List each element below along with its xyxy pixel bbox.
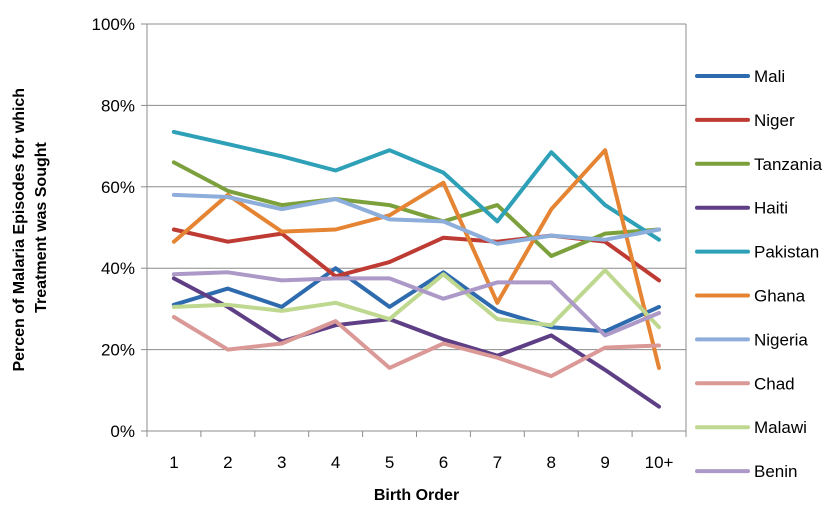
x-tick-label: 4 — [331, 453, 340, 472]
x-tick-label: 6 — [439, 453, 448, 472]
x-tick-label: 10+ — [645, 453, 674, 472]
x-tick-label: 3 — [277, 453, 286, 472]
legend-label-niger: Niger — [754, 111, 795, 130]
x-tick-label: 2 — [223, 453, 232, 472]
y-axis-title-line-2: Treatment was Sought — [33, 141, 50, 312]
y-axis-title-line-1: Percen of Malaria Episodes for which — [11, 88, 28, 372]
series-line-mali — [171, 266, 661, 334]
series-line-pakistan — [171, 129, 661, 242]
x-tick-label: 1 — [169, 453, 178, 472]
series-line-benin — [171, 270, 661, 338]
y-tick-label: 80% — [101, 96, 135, 115]
y-tick-label: 60% — [101, 178, 135, 197]
legend-label-ghana: Ghana — [754, 287, 806, 306]
axes — [141, 23, 687, 437]
legend-label-malawi: Malawi — [754, 418, 807, 437]
x-tick-label: 9 — [600, 453, 609, 472]
legend-label-nigeria: Nigeria — [754, 330, 808, 349]
x-tick-label: 5 — [385, 453, 394, 472]
legend-label-tanzania: Tanzania — [754, 155, 823, 174]
legend-label-benin: Benin — [754, 462, 797, 481]
legend-label-haiti: Haiti — [754, 199, 788, 218]
y-tick-labels: 0% 20% 40% 60% 80% 100% — [92, 15, 135, 441]
legend-label-mali: Mali — [754, 67, 785, 86]
legend: Mali Niger Tanzania Haiti Pakistan Ghana Niger… — [695, 67, 823, 481]
y-tick-label: 100% — [92, 15, 135, 34]
series-lines — [171, 129, 661, 409]
y-axis-title: Percen of Malaria Episodes for which Tre… — [11, 83, 50, 371]
x-axis-title: Birth Order — [374, 487, 459, 504]
series-line-nigeria — [171, 192, 661, 246]
y-tick-label: 0% — [110, 422, 135, 441]
series-line-chad — [171, 315, 661, 379]
grid-lines — [147, 23, 687, 431]
series-line-ghana — [171, 148, 661, 370]
series-line-malawi — [171, 268, 661, 330]
y-tick-label: 40% — [101, 259, 135, 278]
y-tick-label: 20% — [101, 341, 135, 360]
x-tick-label: 8 — [547, 453, 556, 472]
series-line-tanzania — [171, 160, 661, 258]
series-line-haiti — [171, 276, 661, 409]
legend-label-chad: Chad — [754, 374, 795, 393]
x-tick-label: 7 — [493, 453, 502, 472]
legend-label-pakistan: Pakistan — [754, 243, 819, 262]
x-tick-labels: 1 2 3 4 5 6 7 8 9 10+ — [169, 453, 673, 472]
